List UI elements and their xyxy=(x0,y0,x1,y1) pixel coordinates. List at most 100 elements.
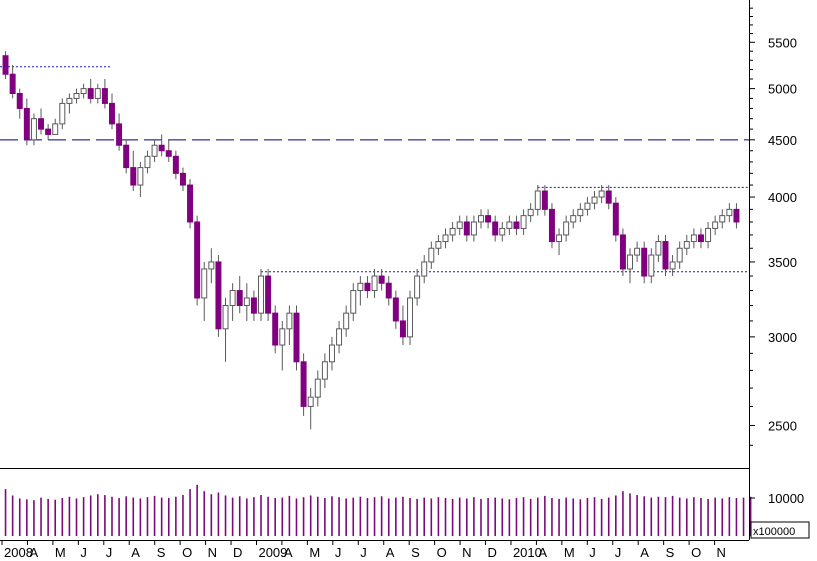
candle-body xyxy=(584,202,591,210)
candle xyxy=(669,255,676,277)
candle-body xyxy=(116,123,123,146)
time-tick-label: A xyxy=(131,545,140,560)
candle-body xyxy=(172,155,179,174)
candle-body xyxy=(641,247,648,277)
time-tick-label: 2008 xyxy=(4,545,33,560)
candle-body xyxy=(690,234,697,243)
time-tick-label: J xyxy=(360,545,367,560)
candle-body xyxy=(137,167,144,186)
candle-body xyxy=(662,241,669,270)
candle xyxy=(463,215,470,242)
candle xyxy=(577,203,584,222)
time-tick-label: D xyxy=(488,545,497,560)
candle-body xyxy=(392,297,399,322)
candle xyxy=(371,268,378,298)
candle xyxy=(286,305,293,346)
candle xyxy=(705,221,712,249)
time-tick-label: 2010 xyxy=(513,545,542,560)
candle-body xyxy=(669,261,676,270)
candle-body xyxy=(705,227,712,243)
candle-body xyxy=(627,254,633,270)
candle-body xyxy=(80,88,87,94)
volume-panel xyxy=(4,484,752,536)
candle xyxy=(421,255,428,284)
candle xyxy=(123,139,130,174)
candle-body xyxy=(2,55,9,75)
candle-body xyxy=(598,190,605,198)
candle-body xyxy=(87,88,94,99)
time-tick-label: M xyxy=(55,545,66,560)
candle-body xyxy=(321,361,328,380)
candle xyxy=(385,276,392,306)
time-tick-label: J xyxy=(106,545,113,560)
candle-body xyxy=(513,221,520,229)
candle-body xyxy=(236,290,243,307)
candle-body xyxy=(378,275,385,284)
candle-body xyxy=(428,247,435,263)
candle xyxy=(300,353,307,416)
candle-body xyxy=(9,73,16,94)
volume-unit-label: x100000 xyxy=(753,526,795,538)
price-tick-label: 5500 xyxy=(768,35,797,50)
candle-body xyxy=(272,312,279,346)
time-tick-label: A xyxy=(29,545,38,560)
candle xyxy=(556,228,563,256)
candle-body xyxy=(265,275,272,314)
candle xyxy=(357,276,364,306)
candle-body xyxy=(158,144,165,152)
candle xyxy=(697,228,704,249)
candle-body xyxy=(506,221,513,229)
price-tick-label: 3000 xyxy=(768,330,797,345)
candle-body xyxy=(130,167,137,186)
candle xyxy=(250,290,257,321)
price-tick-label: 4000 xyxy=(768,190,797,205)
candle-body xyxy=(563,221,570,236)
candle xyxy=(548,203,555,249)
candle xyxy=(428,241,435,269)
candle-body xyxy=(520,215,527,229)
candle xyxy=(38,108,45,135)
time-tick-label: N xyxy=(462,545,471,560)
candle xyxy=(222,297,229,362)
time-tick-label: O xyxy=(437,545,447,560)
candle-body xyxy=(66,97,73,104)
candle-body xyxy=(534,190,541,210)
candle xyxy=(378,268,385,291)
time-tick-label: 2009 xyxy=(258,545,287,560)
candle xyxy=(265,268,272,321)
candle xyxy=(662,234,669,277)
candle xyxy=(201,261,208,321)
candle-body xyxy=(201,268,208,299)
candle xyxy=(584,197,591,216)
candle xyxy=(719,209,726,229)
candle-body xyxy=(527,208,534,217)
candle-body xyxy=(470,221,477,236)
candle xyxy=(130,150,137,192)
candle xyxy=(690,228,697,249)
candle-body xyxy=(492,221,499,236)
candle xyxy=(634,241,641,262)
candle xyxy=(470,215,477,242)
candle-body xyxy=(328,344,335,363)
candle xyxy=(520,209,527,235)
candle-body xyxy=(726,208,733,217)
candle-body xyxy=(286,312,293,330)
candle-body xyxy=(307,396,314,407)
candle xyxy=(307,388,314,430)
candle xyxy=(179,167,186,192)
candle-body xyxy=(101,88,108,104)
time-tick-label: N xyxy=(208,545,217,560)
candle-body xyxy=(385,282,392,299)
candle-body xyxy=(187,184,194,223)
candle xyxy=(442,228,449,249)
time-tick-label: J xyxy=(335,545,342,560)
candle xyxy=(392,290,399,329)
candle-body xyxy=(243,297,250,307)
candle-body xyxy=(165,150,172,157)
candle xyxy=(137,161,144,198)
time-tick-label: A xyxy=(386,545,395,560)
candle xyxy=(73,88,80,104)
candle xyxy=(59,98,66,130)
